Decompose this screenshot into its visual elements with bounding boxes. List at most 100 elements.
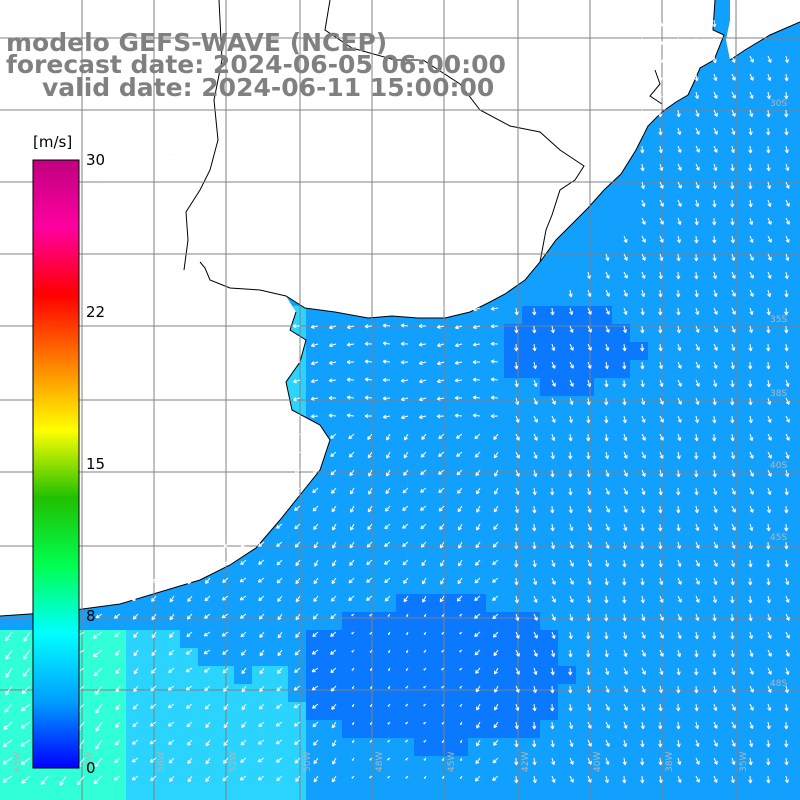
wind-speed-cell <box>432 576 451 595</box>
wind-arrow <box>785 163 790 172</box>
wind-arrow <box>551 775 556 783</box>
wind-speed-cell <box>756 414 775 433</box>
wind-speed-cell <box>342 450 361 469</box>
wind-arrow <box>457 505 463 513</box>
wind-speed-cell <box>738 72 757 91</box>
wind-speed-cell <box>738 540 757 559</box>
wind-arrow <box>766 325 771 334</box>
wind-arrow <box>382 359 391 364</box>
wind-speed-cell <box>540 756 559 775</box>
wind-speed-cell <box>594 558 613 577</box>
wind-speed-cell <box>720 612 739 631</box>
wind-speed-cell <box>594 720 613 739</box>
wind-arrow <box>115 703 121 711</box>
wind-arrow <box>731 109 736 117</box>
wind-speed-cell <box>738 270 757 289</box>
wind-arrow <box>569 397 574 405</box>
wind-arrow <box>169 577 175 585</box>
wind-speed-cell <box>378 702 397 721</box>
wind-speed-cell <box>594 774 613 793</box>
wind-speed-cell <box>702 594 721 613</box>
wind-arrow <box>370 667 373 672</box>
wind-arrow <box>312 433 319 440</box>
wind-speed-cell <box>468 738 487 757</box>
wind-speed-cell <box>666 360 685 379</box>
wind-speed-cell <box>360 774 379 793</box>
wind-arrow <box>257 775 265 781</box>
wind-speed-cell <box>126 630 145 649</box>
wind-arrow <box>641 649 646 657</box>
wind-arrow <box>295 595 301 603</box>
wind-speed-cell <box>378 450 397 469</box>
wind-speed-cell <box>324 648 343 667</box>
wind-speed-cell <box>738 522 757 541</box>
wind-arrow <box>223 757 229 764</box>
wind-speed-cell <box>360 450 379 469</box>
wind-speed-cell <box>792 684 800 703</box>
wind-arrow <box>622 325 627 334</box>
wind-arrow <box>659 235 664 243</box>
wind-arrow <box>586 685 591 694</box>
wind-speed-cell <box>540 630 559 649</box>
wind-arrow <box>400 397 409 402</box>
wind-arrow <box>168 667 175 673</box>
wind-speed-cell <box>738 774 757 793</box>
wind-arrow <box>131 739 139 745</box>
wind-arrow <box>331 487 337 494</box>
wind-speed-cell <box>558 792 577 800</box>
wind-arrow <box>730 181 735 190</box>
wind-speed-cell <box>666 594 685 613</box>
wind-arrow <box>494 469 499 477</box>
wind-speed-cell <box>324 702 343 721</box>
wind-speed-cell <box>774 684 793 703</box>
wind-speed-cell <box>180 738 199 757</box>
wind-arrow <box>641 55 646 63</box>
wind-arrow <box>257 577 265 583</box>
wind-speed-cell <box>432 720 451 739</box>
wind-arrow <box>622 559 627 568</box>
wind-arrow <box>712 181 717 190</box>
wind-arrow <box>441 631 445 635</box>
wind-speed-cell <box>36 774 55 793</box>
wind-arrow <box>784 739 789 748</box>
wind-arrow <box>785 397 790 405</box>
wind-arrow <box>346 413 355 418</box>
wind-speed-cell <box>108 702 127 721</box>
wind-speed-cell <box>576 504 595 523</box>
wind-arrow <box>94 757 103 767</box>
wind-speed-cell <box>774 774 793 793</box>
wind-speed-cell <box>306 558 325 577</box>
wind-speed-cell <box>540 792 559 800</box>
wind-speed-cell <box>612 216 631 235</box>
wind-speed-cell <box>684 594 703 613</box>
wind-speed-cell <box>432 414 451 433</box>
wind-arrow <box>767 217 772 225</box>
wind-speed-cell <box>486 720 505 739</box>
wind-speed-cell <box>288 738 307 757</box>
wind-arrow <box>640 721 645 730</box>
wind-arrow <box>151 631 157 639</box>
wind-speed-cell <box>648 792 667 800</box>
wind-speed-cell <box>486 414 505 433</box>
wind-arrow <box>713 343 718 351</box>
wind-arrow <box>586 469 591 478</box>
wind-arrow <box>185 667 193 673</box>
wind-arrow <box>150 685 157 692</box>
wind-arrow <box>605 757 610 765</box>
longitude-label: 45W <box>447 752 457 772</box>
wind-arrow <box>623 253 628 261</box>
wind-arrow <box>712 649 717 658</box>
wind-arrow <box>676 37 681 46</box>
wind-arrow <box>515 649 520 657</box>
wind-speed-cell <box>522 702 541 721</box>
wind-speed-cell <box>756 270 775 289</box>
wind-speed-cell <box>738 252 757 271</box>
wind-arrow <box>185 703 193 709</box>
wind-speed-cell <box>684 234 703 253</box>
wind-arrow <box>694 433 699 442</box>
wind-arrow <box>551 361 556 369</box>
wind-arrow <box>222 649 229 655</box>
wind-arrow <box>490 341 499 346</box>
wind-arrow <box>474 577 481 584</box>
wind-speed-cell <box>666 198 685 217</box>
